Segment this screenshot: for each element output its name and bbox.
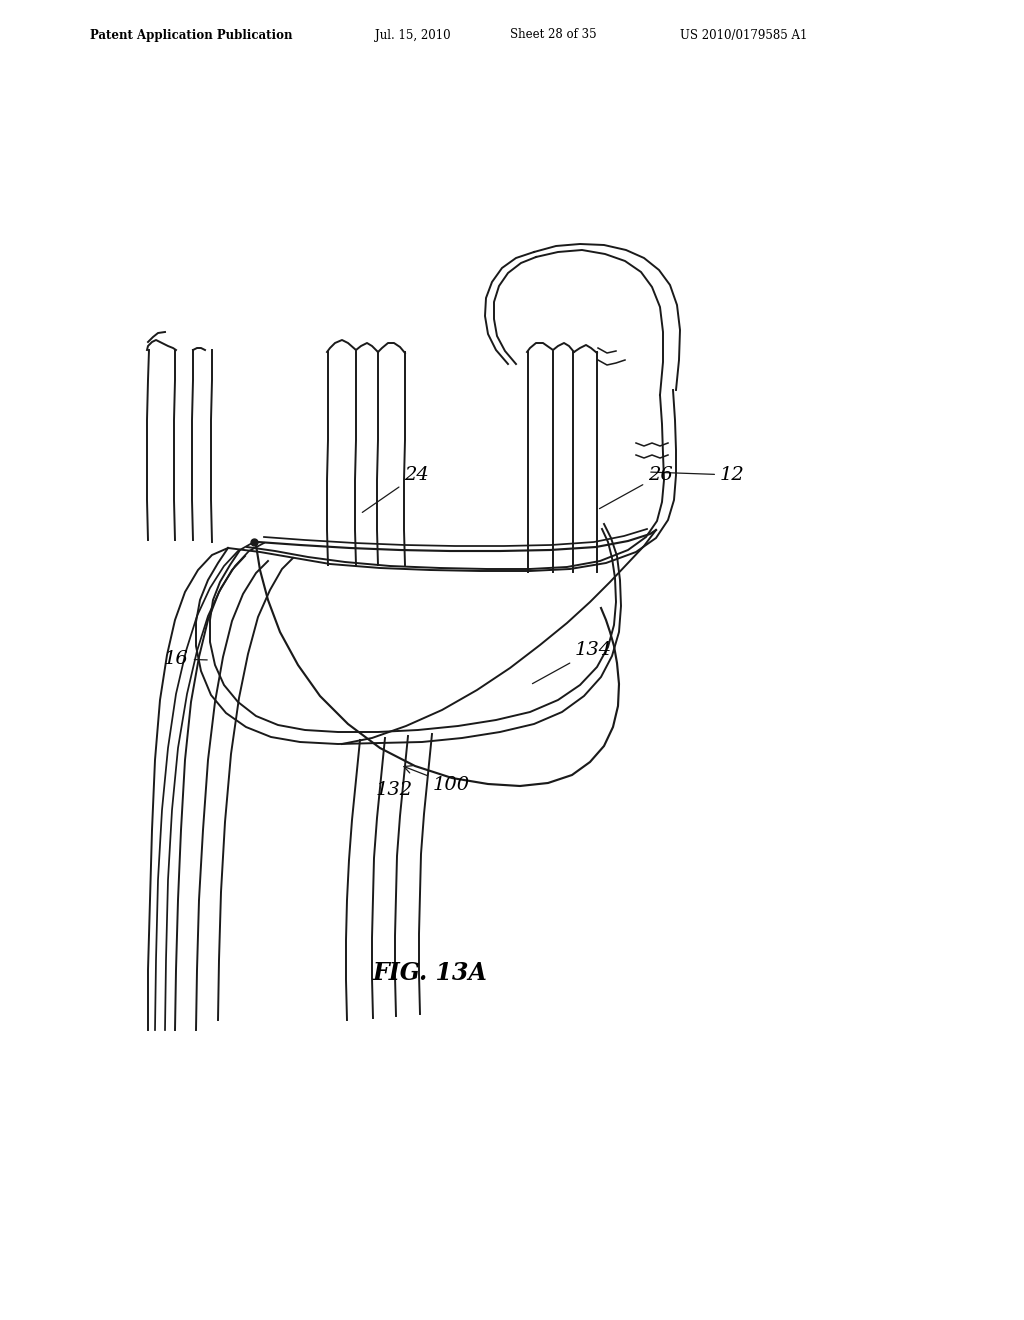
Text: 134: 134 bbox=[532, 642, 612, 684]
Text: US 2010/0179585 A1: US 2010/0179585 A1 bbox=[680, 29, 807, 41]
Text: 16: 16 bbox=[164, 649, 207, 668]
Text: 132: 132 bbox=[376, 781, 413, 799]
Text: 12: 12 bbox=[651, 466, 744, 484]
Text: FIG. 13A: FIG. 13A bbox=[373, 961, 487, 985]
Text: Sheet 28 of 35: Sheet 28 of 35 bbox=[510, 29, 597, 41]
Text: 100: 100 bbox=[403, 766, 470, 795]
Text: Patent Application Publication: Patent Application Publication bbox=[90, 29, 293, 41]
Text: 26: 26 bbox=[599, 466, 673, 508]
Text: Jul. 15, 2010: Jul. 15, 2010 bbox=[375, 29, 451, 41]
Text: 24: 24 bbox=[362, 466, 429, 512]
